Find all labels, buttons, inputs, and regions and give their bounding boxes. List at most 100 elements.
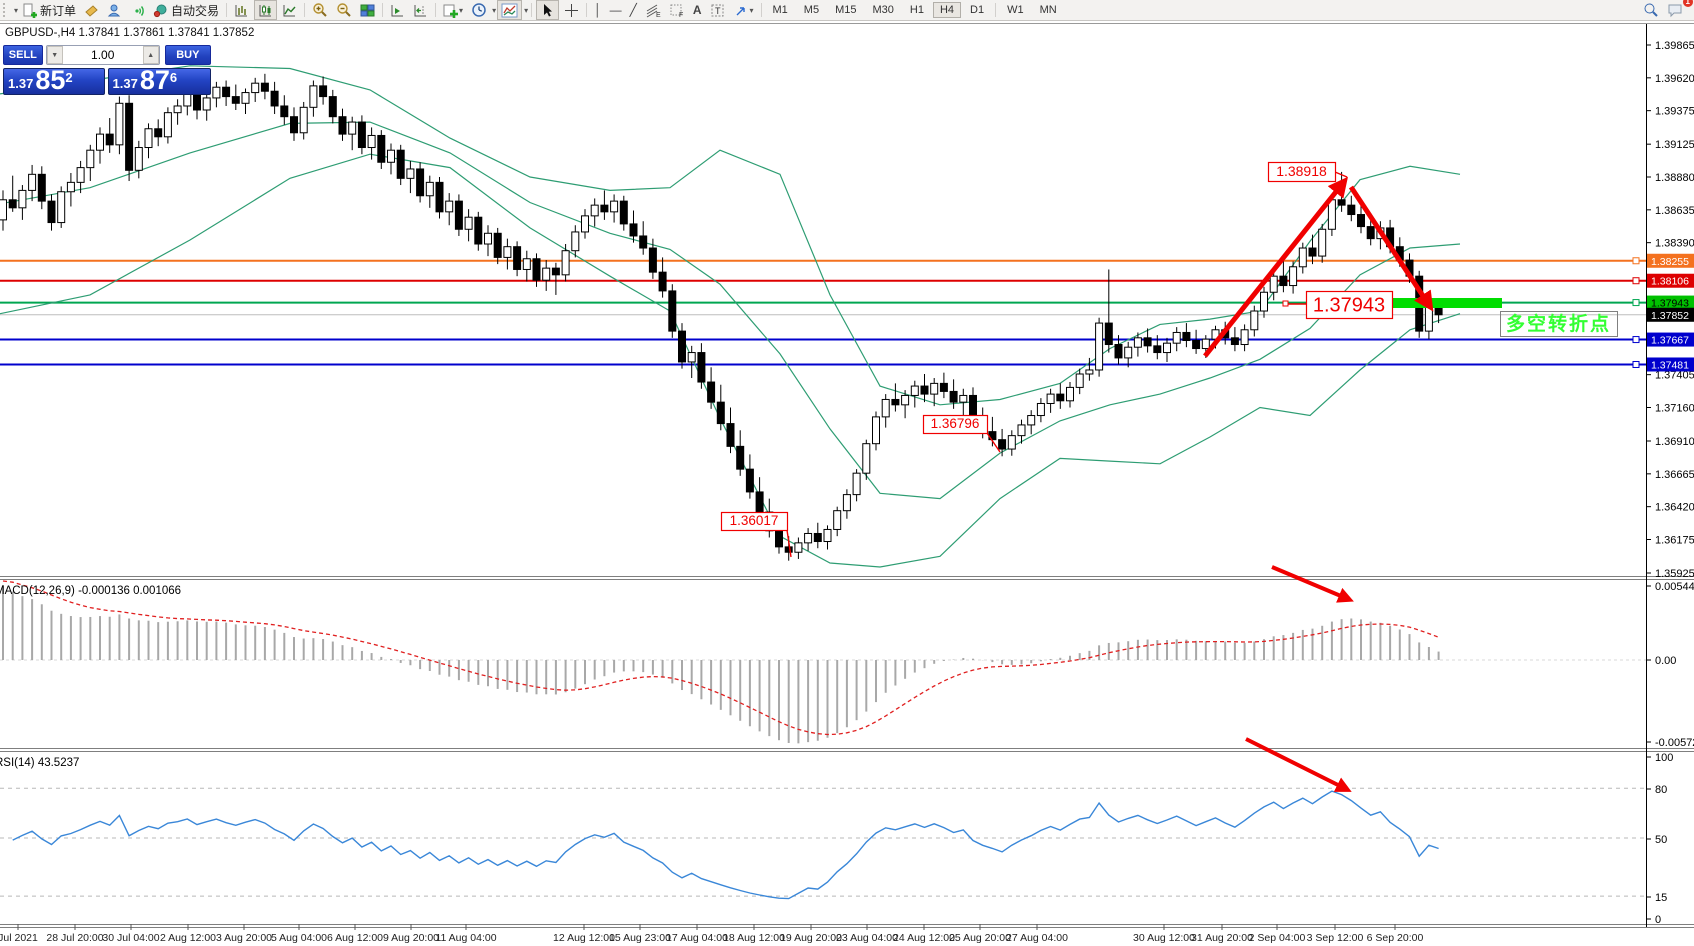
timeframe-buttons: M1 M5 M15 M30 H1 H4 D1 W1 MN [765,2,1065,18]
timeframe-D1[interactable]: D1 [970,4,985,16]
toolbar-separator [995,3,997,17]
svg-text:1.39865: 1.39865 [1655,40,1694,52]
signals-button[interactable] [127,1,148,19]
notifications-button[interactable]: 1 [1664,0,1693,19]
svg-text:2 Aug 12:00: 2 Aug 12:00 [160,932,216,944]
candlestick-mode-button[interactable] [254,0,278,20]
bar-chart-mode-button[interactable] [231,1,252,19]
timeframe-MN[interactable]: MN [1039,4,1057,16]
svg-text:1.39620: 1.39620 [1655,73,1694,85]
line-chart-mode-button[interactable] [279,1,300,19]
svg-text:5 Aug 04:00: 5 Aug 04:00 [271,932,327,944]
timeframe-W1[interactable]: W1 [1007,4,1024,16]
svg-text:1.38106: 1.38106 [1651,276,1689,288]
fibo-fan-icon: F [670,4,683,18]
text-label-icon: T [711,4,723,16]
autotrading-icon [153,4,167,17]
notification-badge: 1 [1682,0,1693,7]
text-tool[interactable]: A [692,3,702,17]
profiles-icon [107,4,121,16]
svg-text:6 Sep 20:00: 6 Sep 20:00 [1367,932,1424,944]
fibo-fan-tool[interactable]: F [666,1,688,19]
svg-text:-0.005721: -0.005721 [1655,737,1694,749]
svg-text:25 Aug 20:00: 25 Aug 20:00 [949,932,1011,944]
volume-stepper: ▼ ▲ [45,45,160,65]
indicators-button[interactable]: ▾ [440,1,466,19]
chart-shift-button[interactable] [410,1,431,19]
periods-chevron[interactable]: ▾ [492,5,497,15]
volume-input[interactable] [62,46,143,64]
arrows-tool[interactable]: ▾ [731,1,757,19]
svg-text:1.38918: 1.38918 [1276,163,1327,179]
svg-text:1.36017: 1.36017 [730,513,779,528]
arrow-shape-icon [736,6,745,15]
svg-text:1.39375: 1.39375 [1655,106,1694,118]
vertical-line-tool[interactable]: │ [594,3,602,17]
template-chevron[interactable]: ▾ [524,5,529,15]
toolbar-separator [304,3,306,17]
timeframe-M1[interactable]: M1 [772,4,788,16]
chart-shift-icon [414,4,427,16]
new-order-icon [23,3,38,18]
svg-text:100: 100 [1655,752,1673,764]
svg-text:1.36796: 1.36796 [931,416,980,431]
bid-pip-digit: 2 [65,70,73,85]
arrows-chevron: ▾ [749,5,754,15]
crosshair-tool-button[interactable] [561,1,582,19]
svg-text:50: 50 [1655,834,1667,846]
toolbar-grip[interactable] [3,3,10,17]
svg-text:27 Aug 04:00: 27 Aug 04:00 [1006,932,1068,944]
profiles-button[interactable] [104,1,125,19]
bid-big-digits: 85 [35,65,66,95]
new-order-button[interactable]: 新订单 [19,1,79,19]
sell-button[interactable]: SELL [3,45,43,65]
timeframe-M5[interactable]: M5 [803,4,820,16]
svg-text:28 Jul 20:00: 28 Jul 20:00 [46,932,103,944]
tile-windows-button[interactable] [357,1,378,19]
svg-text:Jul 2021: Jul 2021 [0,932,38,944]
timeframe-H4[interactable]: H4 [932,2,962,18]
svg-text:1.37667: 1.37667 [1651,335,1689,347]
buy-price-button[interactable]: 1.37 87 6 [107,67,211,95]
svg-text:15: 15 [1655,892,1667,904]
timeframe-M30[interactable]: M30 [872,4,894,16]
zoom-out-button[interactable] [333,1,355,19]
chart-template-button[interactable] [497,0,523,20]
zoom-out-icon [337,3,351,17]
main-toolbar: ▾ 新订单 自动交易 ▾ [0,0,1694,21]
volume-decrease-button[interactable]: ▼ [46,46,63,64]
periods-button[interactable] [468,1,490,19]
horizontal-line-tool[interactable]: — [609,3,622,17]
auto-scroll-icon [391,4,404,16]
auto-scroll-button[interactable] [387,1,408,19]
autotrading-button[interactable]: 自动交易 [150,1,222,19]
timeframe-M15[interactable]: M15 [835,4,857,16]
svg-text:多空转折点: 多空转折点 [1506,312,1611,335]
text-label-tool[interactable]: T [707,1,729,19]
search-button[interactable] [1640,1,1662,19]
zoom-in-button[interactable] [309,1,331,19]
svg-text:0.00: 0.00 [1655,655,1676,667]
sell-price-button[interactable]: 1.37 85 2 [3,65,105,95]
bid-prefix: 1.37 [8,76,34,91]
bar-chart-icon [235,4,248,16]
svg-text:1.37405: 1.37405 [1655,370,1694,382]
timeframe-H1[interactable]: H1 [909,4,924,16]
fibonacci-tool[interactable]: E [642,1,664,19]
candlestick-icon [259,4,272,16]
svg-text:30 Aug 12:00: 30 Aug 12:00 [1133,932,1195,944]
svg-text:1.37852: 1.37852 [1651,310,1689,322]
buy-button[interactable]: BUY [164,45,211,65]
svg-text:1.36420: 1.36420 [1655,502,1694,514]
volume-increase-button[interactable]: ▲ [142,46,159,64]
zoom-in-icon [313,3,327,17]
svg-text:1.36175: 1.36175 [1655,535,1694,547]
toolbar-overflow-chevron[interactable]: ▾ [14,5,19,15]
svg-text:18 Aug 12:00: 18 Aug 12:00 [723,932,785,944]
market-watch-button[interactable] [81,1,102,19]
toolbar-separator [586,3,588,17]
trendline-tool[interactable]: ╱ [629,3,637,17]
cursor-tool-button[interactable] [536,0,560,20]
